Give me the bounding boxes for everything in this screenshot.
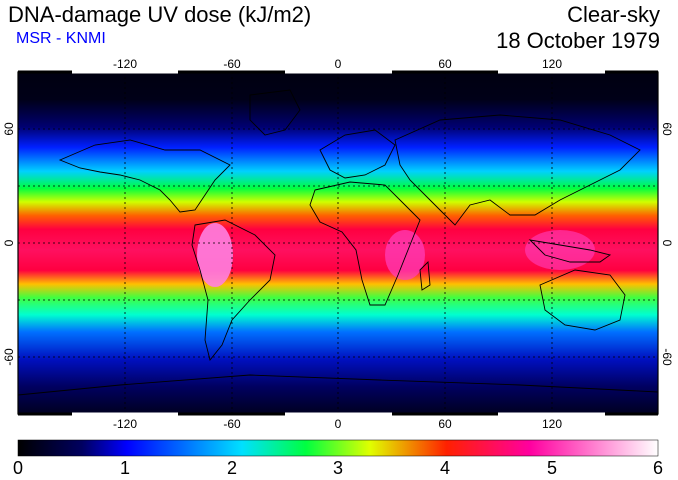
lat-tick-right-1: 60 — [660, 122, 674, 136]
graticule — [18, 72, 658, 414]
product-label: Clear-sky — [567, 2, 660, 27]
lon-tick-top-1: -120 — [113, 57, 137, 71]
colorbar-label-1: 1 — [119, 458, 131, 478]
lon-tick-top-4: 60 — [438, 57, 452, 71]
colorbar — [17, 439, 659, 457]
peak-south-america — [197, 223, 233, 287]
peak-indonesia — [525, 230, 595, 270]
lat-tick-left-2: 0 — [2, 239, 16, 246]
lon-tick-bottom-1: -120 — [113, 417, 137, 431]
source-label: MSR - KNMI — [16, 30, 106, 47]
lon-tick-top-5: 120 — [542, 57, 562, 71]
lat-tick-right-3: -60 — [660, 348, 674, 366]
lat-tick-right-2: 0 — [660, 240, 674, 247]
colorbar-label-6: 6 — [652, 458, 664, 478]
lon-tick-top-2: -60 — [223, 57, 241, 71]
frame-bars — [18, 70, 658, 416]
lon-tick-bottom-2: -60 — [223, 417, 241, 431]
colorbar-label-2: 2 — [226, 458, 238, 478]
lat-tick-left-3: -60 — [2, 348, 16, 366]
lon-tick-bottom-5: 120 — [542, 417, 562, 431]
colorbar-label-3: 3 — [332, 458, 344, 478]
date-label: 18 October 1979 — [496, 28, 660, 53]
colorbar-label-5: 5 — [546, 458, 558, 478]
lon-tick-bottom-4: 60 — [438, 417, 452, 431]
colorbar-label-4: 4 — [439, 458, 451, 478]
coastlines — [17, 89, 659, 396]
chart-title: DNA-damage UV dose (kJ/m2) — [8, 2, 312, 27]
peak-africa — [385, 230, 425, 280]
lon-tick-top-3: 0 — [335, 57, 342, 71]
lon-tick-bottom-3: 0 — [335, 417, 342, 431]
colorbar-label-0: 0 — [12, 458, 24, 478]
lat-tick-left-1: 60 — [2, 122, 16, 136]
